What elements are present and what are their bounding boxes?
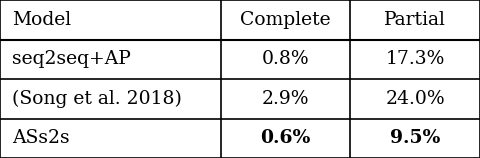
Text: seq2seq+AP: seq2seq+AP — [12, 50, 131, 68]
Text: Partial: Partial — [384, 11, 446, 29]
Text: 2.9%: 2.9% — [262, 90, 309, 108]
Text: Model: Model — [12, 11, 71, 29]
Text: 17.3%: 17.3% — [385, 50, 445, 68]
Text: 0.8%: 0.8% — [262, 50, 310, 68]
Text: (Song et al. 2018): (Song et al. 2018) — [12, 90, 182, 108]
Text: 0.6%: 0.6% — [261, 129, 311, 147]
Text: Complete: Complete — [240, 11, 331, 29]
Text: 24.0%: 24.0% — [385, 90, 445, 108]
Text: ASs2s: ASs2s — [12, 129, 70, 147]
Text: 9.5%: 9.5% — [390, 129, 440, 147]
